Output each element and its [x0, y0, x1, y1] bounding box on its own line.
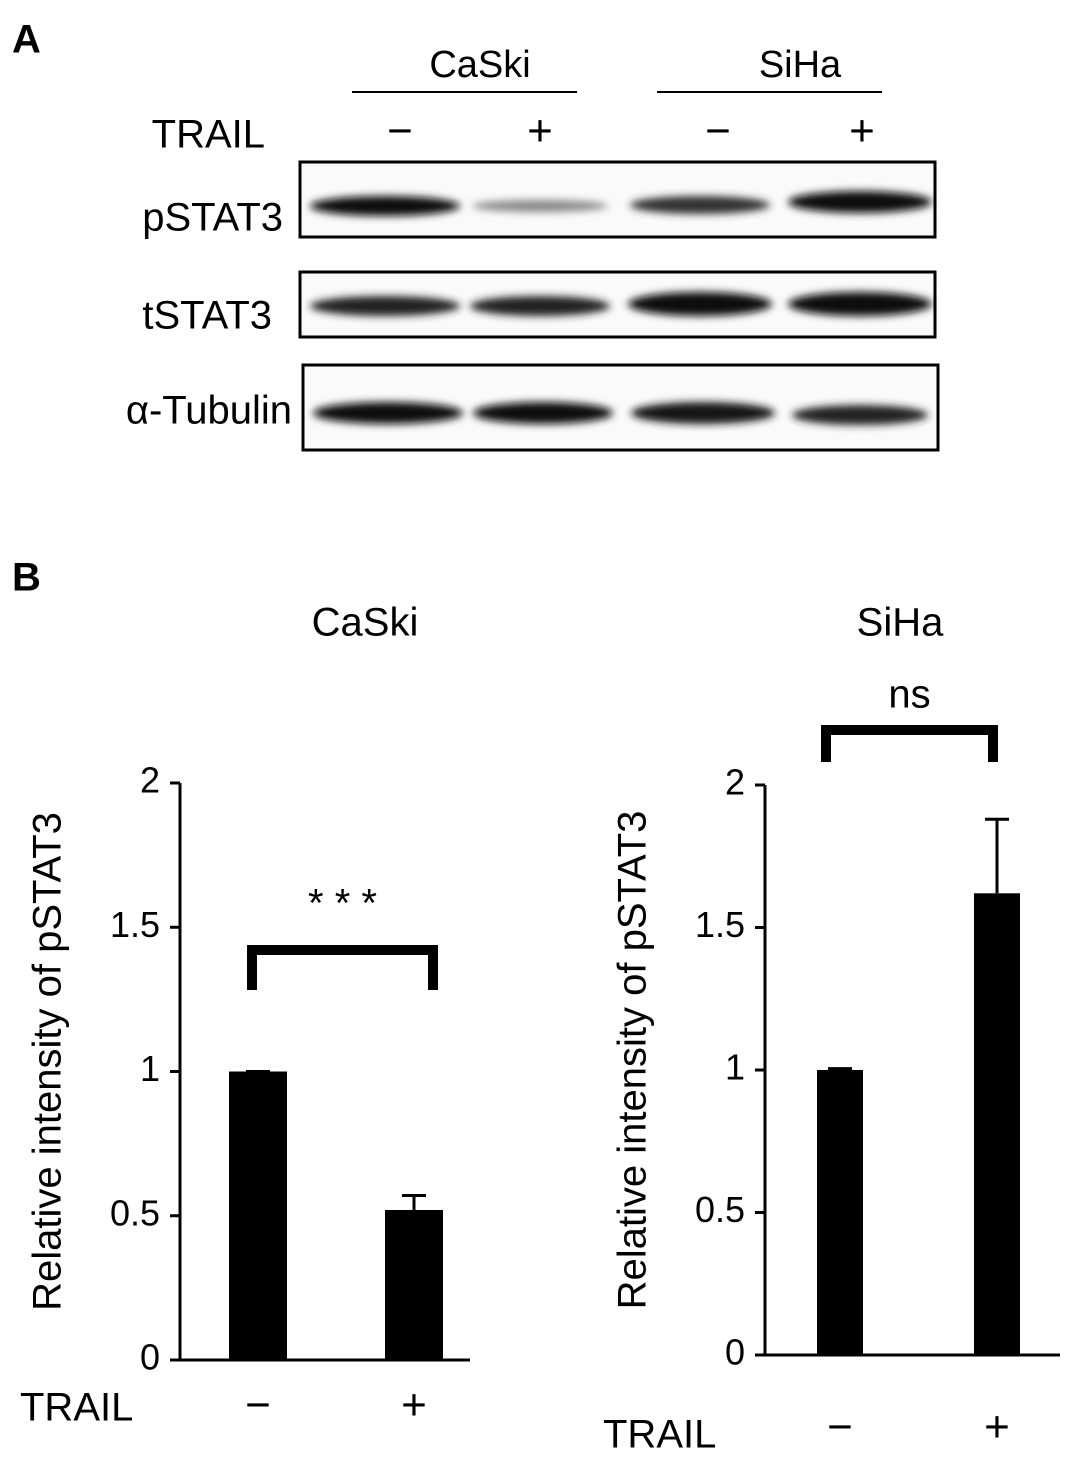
- x-tick-label: −: [245, 1381, 271, 1430]
- cell-line: CaSki: [429, 44, 530, 86]
- y-tick-label: 0: [725, 1332, 745, 1373]
- bar: [817, 1070, 863, 1355]
- y-tick-label: 1: [725, 1047, 745, 1088]
- treatment-label: TRAIL: [152, 113, 265, 157]
- row-label: pSTAT3: [142, 196, 283, 240]
- chart-title: SiHa: [857, 601, 944, 645]
- x-tick-label: +: [401, 1381, 427, 1430]
- x-tick-label: −: [827, 1403, 853, 1452]
- significance-bracket: [821, 725, 998, 762]
- error-bar: [828, 1067, 852, 1071]
- bands: [313, 402, 928, 425]
- x-axis-label: TRAIL: [603, 1413, 716, 1457]
- y-tick-label: 1: [140, 1048, 160, 1089]
- y-tick-label: 2: [140, 760, 160, 801]
- error-bar: [985, 817, 1009, 894]
- treatment: −: [705, 107, 731, 156]
- bands: [310, 292, 932, 316]
- y-tick-label: 0.5: [110, 1192, 160, 1233]
- panel-label: B: [12, 556, 41, 600]
- significance-bracket: [247, 945, 438, 990]
- row-label: α-Tubulin: [126, 389, 292, 433]
- x-tick-label: +: [984, 1403, 1010, 1452]
- bar: [385, 1209, 443, 1360]
- bar: [229, 1071, 287, 1360]
- significance-label: ns: [888, 673, 930, 717]
- chart-title: CaSki: [312, 601, 419, 645]
- y-tick-label: 2: [725, 762, 745, 803]
- x-axis-label: TRAIL: [20, 1386, 133, 1430]
- panel-label: A: [12, 18, 41, 62]
- treatment: −: [387, 107, 413, 156]
- y-axis-label: Relative intensity of pSTAT3: [26, 812, 70, 1311]
- y-tick-label: 0: [140, 1337, 160, 1378]
- bar: [974, 893, 1020, 1355]
- bands: [310, 191, 932, 216]
- y-tick-label: 1.5: [695, 904, 745, 945]
- y-axis-label: Relative intensity of pSTAT3: [611, 811, 655, 1310]
- y-tick-label: 1.5: [110, 904, 160, 945]
- y-tick-label: 0.5: [695, 1189, 745, 1230]
- treatment: +: [849, 107, 875, 156]
- cell-line: SiHa: [759, 44, 842, 86]
- row-label: tSTAT3: [142, 294, 272, 338]
- error-bar: [402, 1194, 426, 1210]
- treatment: +: [527, 107, 553, 156]
- significance-label: * * *: [308, 882, 377, 926]
